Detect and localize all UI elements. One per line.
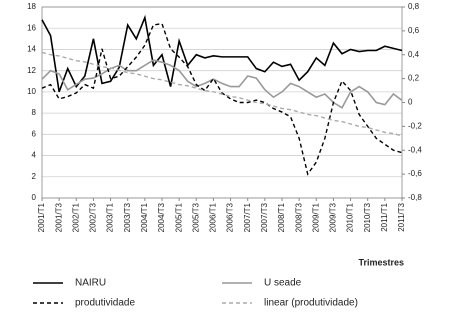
y-tick-label: 12 xyxy=(27,66,36,75)
y-tick-label: 8 xyxy=(32,108,37,117)
x-tick-label: 2009/T3 xyxy=(329,202,338,232)
y2-tick-label: 0 xyxy=(408,98,413,107)
y-tick-label: 2 xyxy=(32,172,37,181)
x-tick-label: 2004/T3 xyxy=(157,202,166,232)
legend-label: produtividade xyxy=(75,298,135,309)
legend-label: NAIRU xyxy=(75,278,106,289)
x-tick-label: 2007/T3 xyxy=(260,202,269,232)
y-tick-label: 0 xyxy=(32,193,37,202)
x-tick-label: 2005/T3 xyxy=(191,202,200,232)
y-tick-label: 4 xyxy=(32,151,37,160)
y-tick-label: 14 xyxy=(27,45,36,54)
y-tick-label: 6 xyxy=(32,129,37,138)
series-line xyxy=(41,59,403,109)
y2-tick-label: 0,8 xyxy=(408,2,420,11)
x-tick-label: 2006/T3 xyxy=(226,202,235,232)
x-tick-label: 2007/T1 xyxy=(243,202,252,232)
y2-tick-label: 0,2 xyxy=(408,74,420,83)
x-tick-label: 2008/T3 xyxy=(294,202,303,232)
y2-tick-label: 0,4 xyxy=(408,50,420,59)
x-tick-label: 2003/T1 xyxy=(106,202,115,232)
y-tick-label: 16 xyxy=(27,23,36,32)
x-tick-label: 2008/T1 xyxy=(277,202,286,232)
series-line xyxy=(41,51,403,137)
x-tick-label: 2005/T1 xyxy=(174,202,183,232)
x-tick-label: 2004/T1 xyxy=(140,202,149,232)
x-tick-label: 2011/T3 xyxy=(397,202,406,231)
x-tick-label: 2009/T1 xyxy=(311,202,320,232)
x-tick-label: 2001/T3 xyxy=(54,202,63,232)
y-tick-label: 10 xyxy=(27,87,36,96)
y2-tick-label: -0,4 xyxy=(408,145,422,154)
plot-frame xyxy=(41,6,403,199)
x-tick-label: 2010/T1 xyxy=(346,202,355,232)
y-tick-label: 18 xyxy=(27,2,36,11)
y2-tick-label: 0,6 xyxy=(408,26,420,35)
y2-tick-label: -0,8 xyxy=(408,193,422,202)
series-line xyxy=(41,22,403,176)
x-tick-label: 2002/T3 xyxy=(89,202,98,232)
y2-tick-label: -0,2 xyxy=(408,121,422,130)
x-tick-label: 2001/T1 xyxy=(37,202,46,232)
legend-label: linear (produtividade) xyxy=(264,298,358,309)
y2-tick-label: -0,6 xyxy=(408,169,422,178)
x-tick-label: 2002/T1 xyxy=(71,202,80,232)
x-tick-label: 2010/T3 xyxy=(363,202,372,232)
x-tick-label: 2006/T1 xyxy=(209,202,218,232)
series-line xyxy=(41,14,403,93)
legend-label: U seade xyxy=(264,278,302,289)
x-axis-title: Trimestres xyxy=(358,257,404,267)
x-tick-label: 2003/T3 xyxy=(123,202,132,232)
x-tick-label: 2011/T1 xyxy=(380,202,389,231)
